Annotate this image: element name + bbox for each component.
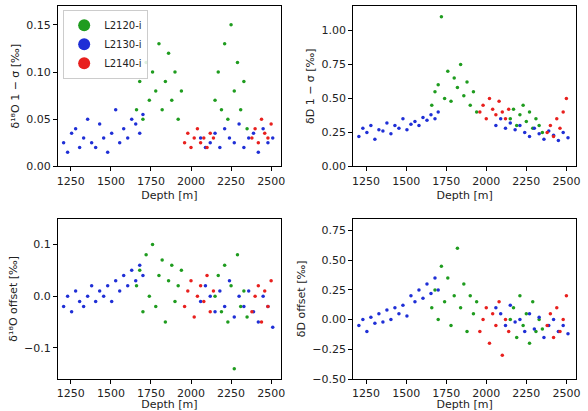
svg-text:1750: 1750	[137, 175, 165, 188]
svg-text:1500: 1500	[392, 175, 420, 188]
svg-text:2000: 2000	[472, 387, 500, 400]
svg-text:δD 1 − σ [‰]: δD 1 − σ [‰]	[304, 48, 317, 124]
svg-text:δ¹⁸O offset [‰]: δ¹⁸O offset [‰]	[7, 256, 20, 342]
svg-text:1500: 1500	[97, 175, 125, 188]
svg-text:Depth [m]: Depth [m]	[141, 398, 197, 411]
svg-text:0.00: 0.00	[26, 160, 51, 173]
svg-text:0.50: 0.50	[322, 92, 347, 105]
svg-text:1250: 1250	[352, 175, 380, 188]
svg-text:0.05: 0.05	[26, 113, 51, 126]
svg-text:1.00: 1.00	[322, 24, 347, 37]
svg-text:2250: 2250	[512, 175, 540, 188]
svg-text:1250: 1250	[352, 387, 380, 400]
svg-text:0.0: 0.0	[33, 290, 51, 303]
svg-text:0.50: 0.50	[322, 254, 347, 267]
svg-text:1750: 1750	[432, 387, 460, 400]
svg-text:1500: 1500	[97, 387, 125, 400]
svg-text:2000: 2000	[177, 387, 205, 400]
svg-text:δD offset [‰]: δD offset [‰]	[295, 260, 308, 337]
svg-text:0.00: 0.00	[322, 160, 347, 173]
svg-text:L2120-i: L2120-i	[104, 20, 141, 31]
svg-text:0.00: 0.00	[322, 313, 347, 326]
svg-text:2250: 2250	[217, 175, 245, 188]
svg-text:δ¹⁸O 1 − σ [‰]: δ¹⁸O 1 − σ [‰]	[9, 44, 22, 129]
svg-text:1250: 1250	[57, 175, 85, 188]
svg-text:1250: 1250	[57, 387, 85, 400]
svg-text:0.15: 0.15	[26, 19, 51, 32]
svg-text:Depth [m]: Depth [m]	[141, 189, 197, 202]
svg-text:Depth [m]: Depth [m]	[436, 189, 492, 202]
svg-text:Depth [m]: Depth [m]	[436, 398, 492, 411]
svg-text:1750: 1750	[137, 387, 165, 400]
svg-text:2500: 2500	[552, 175, 580, 188]
svg-text:L2140-i: L2140-i	[104, 58, 141, 69]
svg-text:1750: 1750	[432, 175, 460, 188]
svg-text:2500: 2500	[257, 175, 285, 188]
svg-text:2000: 2000	[177, 175, 205, 188]
svg-text:0.1: 0.1	[33, 238, 51, 251]
svg-text:0.25: 0.25	[322, 126, 347, 139]
svg-text:0.75: 0.75	[322, 224, 347, 237]
svg-text:0.75: 0.75	[322, 58, 347, 71]
svg-text:2500: 2500	[552, 387, 580, 400]
svg-text:1500: 1500	[392, 387, 420, 400]
svg-text:2250: 2250	[512, 387, 540, 400]
svg-text:2000: 2000	[472, 175, 500, 188]
svg-text:2500: 2500	[257, 387, 285, 400]
svg-text:0.25: 0.25	[322, 284, 347, 297]
svg-text:−0.25: −0.25	[312, 343, 346, 356]
svg-text:L2130-i: L2130-i	[104, 39, 141, 50]
svg-text:−0.1: −0.1	[24, 342, 51, 355]
svg-text:0.10: 0.10	[26, 66, 51, 79]
svg-text:−0.50: −0.50	[312, 373, 346, 386]
svg-text:2250: 2250	[217, 387, 245, 400]
